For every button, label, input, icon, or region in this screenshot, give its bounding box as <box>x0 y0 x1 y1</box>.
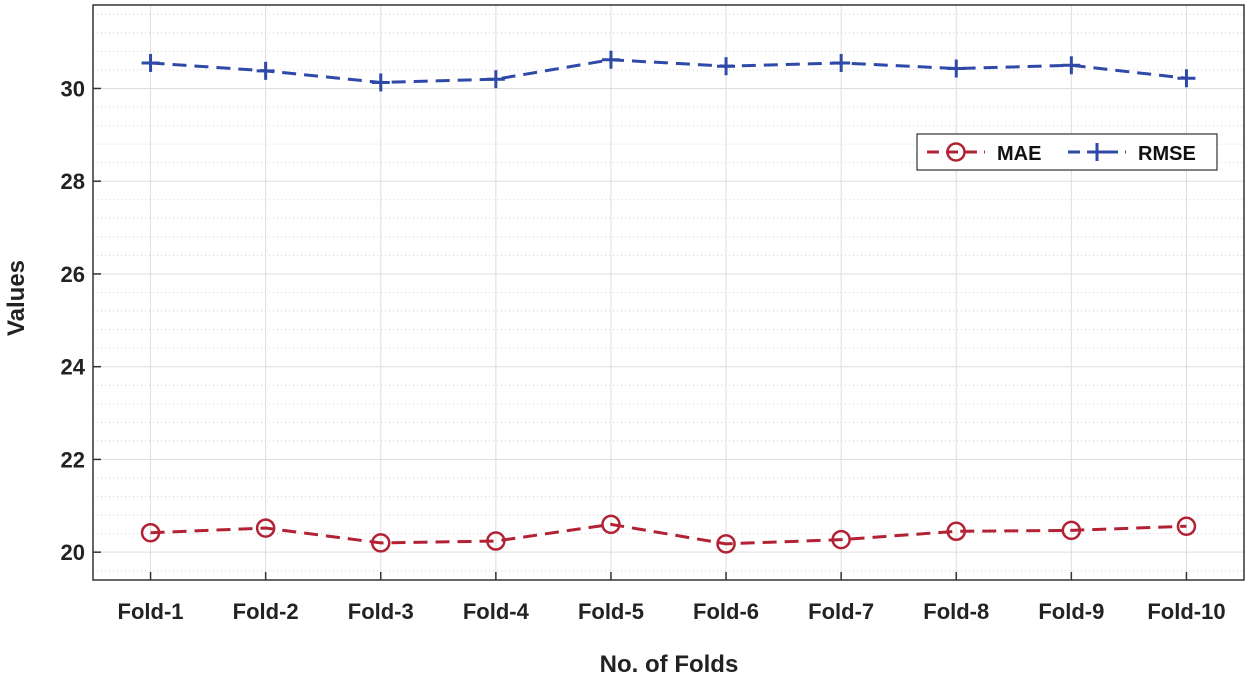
series-mae <box>140 514 1197 554</box>
y-tick-label: 26 <box>61 262 85 287</box>
mae-point <box>601 514 621 535</box>
legend-entry-mae: MAE <box>927 142 1041 165</box>
legend: MAE RMSE <box>916 133 1218 171</box>
y-axis-title: Values <box>3 260 30 336</box>
legend-entry-rmse: RMSE <box>1068 143 1196 165</box>
x-tick-label: Fold-2 <box>233 599 299 624</box>
mae-point <box>255 518 276 538</box>
x-axis-title: No. of Folds <box>600 651 739 678</box>
mae-point <box>371 533 391 553</box>
x-tick-label: Fold-3 <box>348 599 414 624</box>
rmse-point <box>1177 69 1196 88</box>
x-tick-label: Fold-1 <box>118 599 184 624</box>
mae-point <box>831 529 851 550</box>
mae-point <box>716 534 736 554</box>
y-tick-label: 22 <box>61 447 85 472</box>
rmse-point <box>486 70 505 89</box>
rmse-point <box>141 53 160 72</box>
x-tick-label: Fold-9 <box>1038 599 1104 624</box>
legend-label-mae: MAE <box>997 143 1041 165</box>
y-axis-ticks: 20 22 24 26 28 30 <box>61 76 101 565</box>
legend-label-rmse: RMSE <box>1138 143 1196 165</box>
rmse-point <box>371 73 390 92</box>
x-tick-label: Fold-7 <box>808 599 874 624</box>
x-tick-label: Fold-10 <box>1147 599 1225 624</box>
x-tick-label: Fold-6 <box>693 599 759 624</box>
rmse-point <box>601 50 620 69</box>
plot-frame <box>92 4 1245 581</box>
mae-point <box>1061 520 1082 541</box>
rmse-point <box>717 57 736 76</box>
rmse-point <box>1062 56 1081 75</box>
mae-point <box>140 522 161 543</box>
series-layer <box>140 50 1197 554</box>
y-tick-label: 20 <box>61 540 85 565</box>
x-tick-label: Fold-8 <box>923 599 989 624</box>
rmse-point <box>947 59 966 78</box>
x-tick-label: Fold-4 <box>463 599 530 624</box>
y-tick-label: 30 <box>61 76 85 101</box>
x-axis-ticks: Fold-1 Fold-2 Fold-3 Fold-4 Fold-5 Fold-6 Fold… <box>118 572 1226 624</box>
legend-marker-rmse <box>1088 143 1106 161</box>
rmse-point <box>256 61 275 80</box>
x-tick-label: Fold-5 <box>578 599 644 624</box>
mae-point <box>1176 516 1197 536</box>
mae-line <box>150 522 1187 546</box>
rmse-line <box>150 58 1187 84</box>
legend-marker-mae <box>946 142 966 162</box>
grid <box>93 5 1244 580</box>
rmse-point <box>832 53 851 72</box>
series-rmse <box>141 50 1196 92</box>
y-tick-label: 28 <box>61 169 85 194</box>
mae-point <box>486 531 506 551</box>
mae-point <box>946 521 966 542</box>
y-tick-label: 24 <box>61 355 86 380</box>
